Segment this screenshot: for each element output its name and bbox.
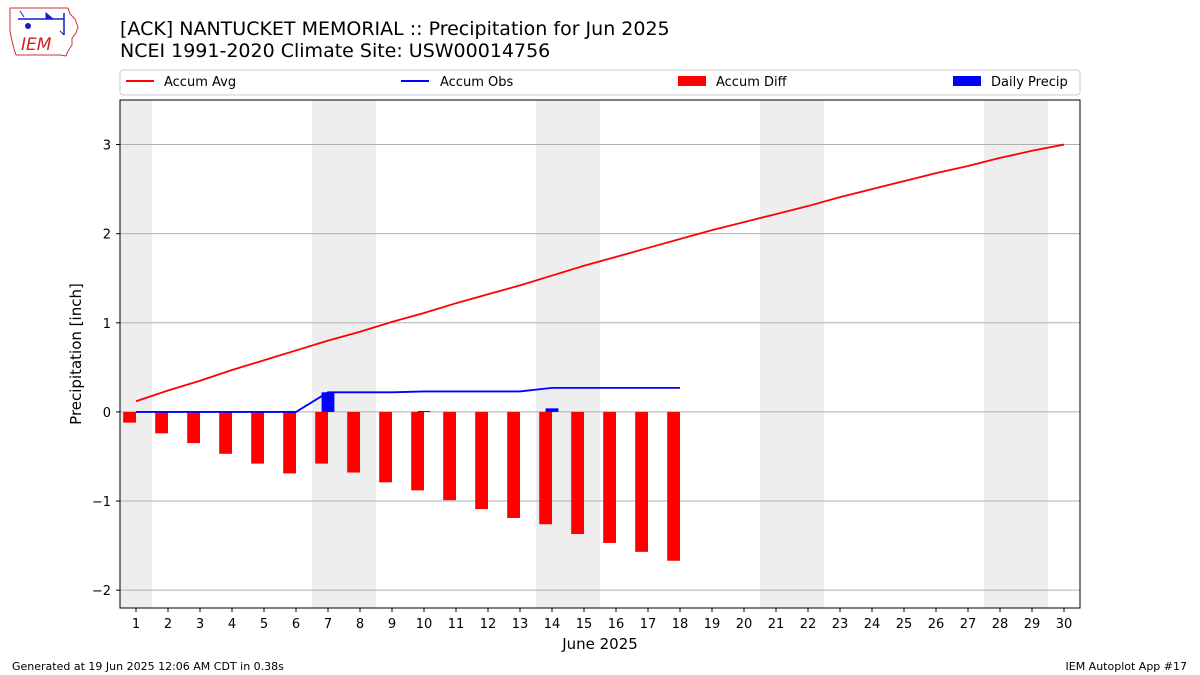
y-axis-label: Precipitation [inch]	[67, 283, 85, 425]
bar-accum-diff	[187, 411, 200, 444]
x-tick-label: 11	[448, 617, 465, 632]
y-tick-label: −2	[92, 584, 111, 599]
weekend-band	[120, 100, 152, 608]
bar-accum-diff	[347, 411, 360, 473]
x-tick-label: 25	[896, 617, 913, 632]
footer-app-text: IEM Autoplot App #17	[1065, 660, 1188, 673]
iem-logo: IEM	[9, 7, 79, 57]
legend-swatch-diff	[678, 76, 706, 86]
x-tick-label: 20	[736, 617, 753, 632]
weekend-band	[984, 100, 1016, 608]
y-tick-label: −1	[92, 495, 111, 510]
bar-accum-diff	[155, 411, 168, 434]
bar-accum-diff	[251, 411, 264, 464]
legend-swatch-daily	[953, 76, 981, 86]
x-tick-label: 15	[576, 617, 593, 632]
legend-label-avg: Accum Avg	[164, 75, 236, 90]
x-tick-label: 9	[388, 617, 396, 632]
weekend-band	[792, 100, 824, 608]
legend-frame	[119, 69, 1081, 96]
x-tick-label: 6	[292, 617, 300, 632]
weather-station-icon	[18, 10, 65, 36]
plot-frame	[119, 99, 1081, 609]
bar-accum-diff	[283, 411, 296, 474]
x-tick-label: 30	[1056, 617, 1073, 632]
bar-accum-diff	[123, 411, 136, 423]
logo-text: IEM	[21, 35, 52, 55]
x-tick-label: 5	[260, 617, 268, 632]
bar-daily-precip	[417, 411, 431, 412]
legend-label-daily: Daily Precip	[991, 75, 1068, 90]
legend-label-diff: Accum Diff	[716, 75, 788, 90]
bar-accum-diff	[379, 411, 392, 483]
bar-accum-diff	[635, 411, 648, 552]
weekend-band	[536, 100, 568, 608]
y-tick-label: 0	[103, 406, 111, 421]
weekend-band	[1016, 100, 1048, 608]
x-axis-label: June 2025	[561, 635, 638, 653]
weekend-shading	[120, 100, 1048, 608]
x-tick-label: 27	[960, 617, 977, 632]
lines	[135, 143, 1065, 413]
bar-accum-diff	[603, 411, 616, 543]
bar-accum-diff	[315, 411, 328, 464]
x-tick-label: 17	[640, 617, 657, 632]
y-tick-label: 1	[103, 317, 111, 332]
bar-accum-diff	[571, 411, 584, 535]
chart-subtitle: NCEI 1991-2020 Climate Site: USW00014756	[120, 40, 551, 62]
x-tick-label: 2	[164, 617, 172, 632]
bar-accum-diff	[667, 411, 680, 561]
bars	[123, 392, 680, 561]
chart-title: [ACK] NANTUCKET MEMORIAL :: Precipitatio…	[120, 18, 670, 40]
bar-accum-diff	[539, 411, 552, 525]
weekend-band	[344, 100, 376, 608]
bar-accum-diff	[507, 411, 520, 518]
y-tick-label: 3	[103, 139, 111, 154]
x-tick-label: 10	[416, 617, 433, 632]
x-tick-label: 4	[228, 617, 236, 632]
iowa-outline-icon	[9, 7, 79, 57]
footer-generated-text: Generated at 19 Jun 2025 12:06 AM CDT in…	[12, 660, 284, 673]
y-axis: −2 −1 0 1 2 3	[92, 139, 120, 599]
x-tick-label: 1	[132, 617, 140, 632]
bar-accum-diff	[475, 411, 488, 510]
x-tick-label: 19	[704, 617, 721, 632]
legend: Accum Avg Accum Obs Accum Diff Daily Pre…	[119, 69, 1081, 96]
x-tick-label: 22	[800, 617, 817, 632]
line-accum-avg	[135, 143, 1065, 403]
bar-daily-precip	[321, 392, 335, 412]
line-accum-obs	[136, 386, 680, 413]
x-tick-label: 7	[324, 617, 332, 632]
x-tick-label: 24	[864, 617, 881, 632]
x-tick-label: 16	[608, 617, 625, 632]
bar-accum-diff	[219, 411, 232, 454]
x-tick-label: 14	[544, 617, 561, 632]
y-tick-label: 2	[103, 228, 111, 243]
x-tick-label: 8	[356, 617, 364, 632]
bar-accum-diff	[411, 411, 424, 491]
weekend-band	[760, 100, 792, 608]
x-tick-label: 26	[928, 617, 945, 632]
x-tick-label: 29	[1024, 617, 1041, 632]
legend-label-obs: Accum Obs	[440, 75, 513, 90]
x-tick-label: 23	[832, 617, 849, 632]
x-tick-label: 13	[512, 617, 529, 632]
x-tick-label: 21	[768, 617, 785, 632]
x-axis: 1 2 3 4 5 6 7 8 9 10 11 12 13 14 15 16 17 18 19 20 21 22 23 24 2…	[132, 608, 1072, 632]
x-tick-label: 18	[672, 617, 689, 632]
x-tick-label: 12	[480, 617, 497, 632]
x-tick-label: 28	[992, 617, 1009, 632]
x-tick-label: 3	[196, 617, 204, 632]
bar-daily-precip	[545, 408, 559, 412]
bar-accum-diff	[443, 411, 456, 501]
weekend-band	[312, 100, 344, 608]
